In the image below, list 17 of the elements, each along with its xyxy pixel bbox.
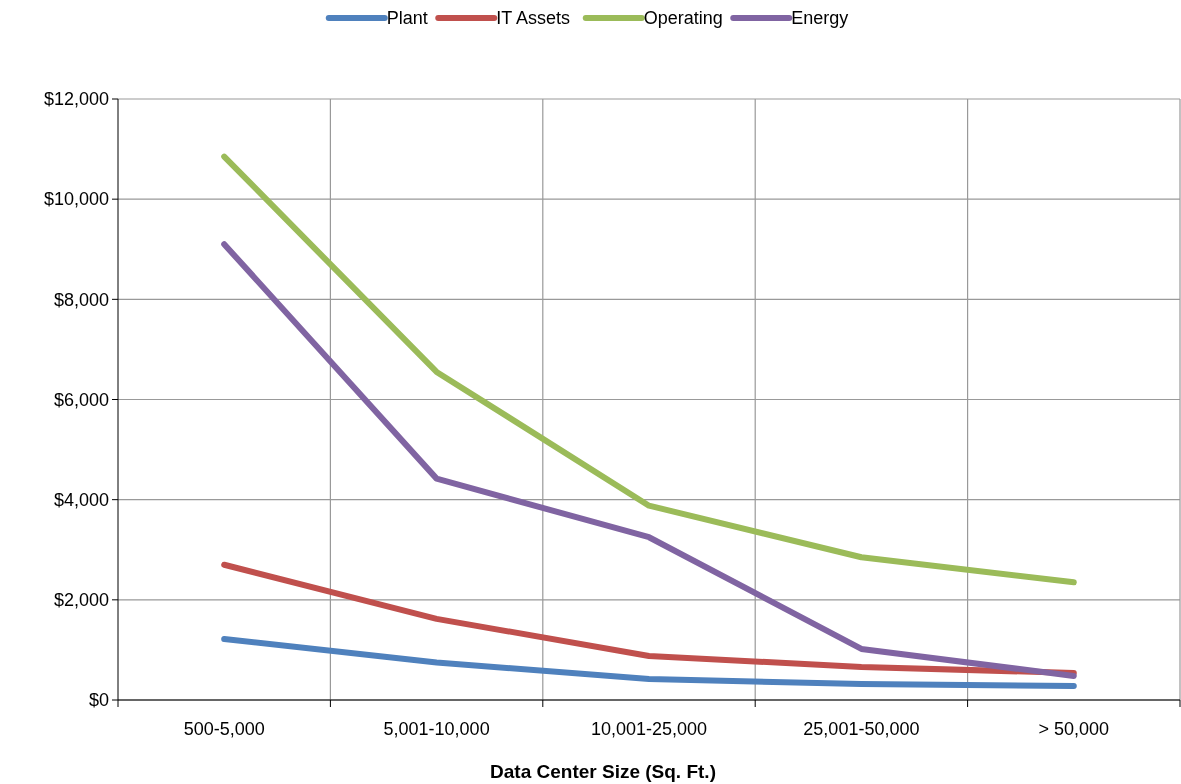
x-tick-label: > 50,000 xyxy=(1038,719,1110,739)
legend-label: IT Assets xyxy=(496,8,570,29)
x-axis-title: Data Center Size (Sq. Ft.) xyxy=(490,761,716,782)
y-tick-label: $6,000 xyxy=(53,389,109,410)
y-tick-label: $10,000 xyxy=(43,189,109,210)
y-tick-label: $4,000 xyxy=(53,489,109,510)
y-tick-label: $2,000 xyxy=(53,590,109,611)
x-tick-label: 10,001-25,000 xyxy=(590,719,708,739)
legend-label: Plant xyxy=(386,8,428,29)
x-tick-label: 500-5,000 xyxy=(183,719,265,739)
x-tick-label: 5,001-10,000 xyxy=(383,719,490,739)
legend-label: Energy xyxy=(791,8,849,29)
y-tick-label: $0 xyxy=(88,690,109,711)
legend-label: Operating xyxy=(643,8,723,29)
x-tick-label: 25,001-50,000 xyxy=(803,719,920,739)
y-tick-label: $12,000 xyxy=(43,89,109,110)
y-tick-label: $8,000 xyxy=(53,289,109,310)
